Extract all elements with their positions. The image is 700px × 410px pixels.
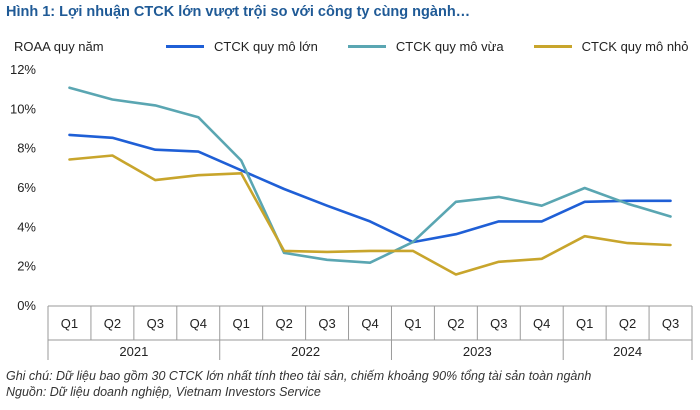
x-tick-label: Q3 [318, 316, 335, 331]
y-tick-label: 12% [10, 62, 36, 77]
legend-label-large: CTCK quy mô lớn [214, 39, 318, 54]
notes: Ghi chú: Dữ liệu bao gồm 30 CTCK lớn nhấ… [6, 368, 591, 400]
x-tick-label: Q4 [533, 316, 550, 331]
x-tick-label: Q3 [147, 316, 164, 331]
series-line-medium [68, 86, 672, 265]
line-chart: 0% 2% 4% 6% 8% 10% 12% Q1 Q2 Q3 Q4 Q1 Q2 Q3 Q4 Q1 Q2 Q3 Q4… [10, 62, 693, 360]
x-tick-label: Q2 [275, 316, 292, 331]
legend-item-medium: CTCK quy mô vừa [347, 39, 504, 54]
y-tick-label: 6% [17, 180, 36, 195]
y-tick-label: 10% [10, 101, 36, 116]
x-tick-label: Q2 [447, 316, 464, 331]
group-label: 2024 [613, 344, 642, 359]
x-tick-label: Q1 [576, 316, 593, 331]
x-tick-label: Q1 [404, 316, 421, 331]
y-tick-label: 4% [17, 219, 36, 234]
legend-swatch-large [166, 45, 204, 48]
x-tick-label: Q2 [104, 316, 121, 331]
x-tick-label: Q4 [190, 316, 207, 331]
x-tick-label: Q3 [490, 316, 507, 331]
legend-item-large: CTCK quy mô lớn [166, 39, 318, 54]
legend-label-small: CTCK quy mô nhỏ [581, 39, 689, 54]
legend-swatch-small [533, 45, 572, 48]
x-tick-label: Q1 [61, 316, 78, 331]
group-label: 2021 [119, 344, 148, 359]
source-text: Nguồn: Dữ liệu doanh nghiệp, Vietnam Inv… [6, 385, 321, 399]
x-tick-label: Q4 [361, 316, 378, 331]
legend-swatch-medium [347, 45, 386, 48]
x-tick-label: Q3 [662, 316, 679, 331]
note-text: Ghi chú: Dữ liệu bao gồm 30 CTCK lớn nhấ… [6, 369, 592, 383]
legend-label-medium: CTCK quy mô vừa [395, 39, 504, 54]
x-tick-label: Q2 [619, 316, 636, 331]
series-line-small [68, 154, 672, 276]
y-axis-label: ROAA quy năm [14, 39, 104, 54]
legend: CTCK quy mô lớn CTCK quy mô vừa CTCK quy… [166, 39, 689, 54]
chart-title: Hình 1: Lợi nhuận CTCK lớn vượt trội so … [6, 4, 471, 20]
y-tick-label: 2% [17, 259, 36, 274]
series-line-large [68, 133, 672, 244]
y-tick-label: 0% [17, 298, 36, 313]
y-tick-label: 8% [17, 141, 36, 156]
group-label: 2023 [463, 344, 492, 359]
x-tick-label: Q1 [233, 316, 250, 331]
group-label: 2022 [291, 344, 320, 359]
legend-item-small: CTCK quy mô nhỏ [533, 39, 689, 54]
